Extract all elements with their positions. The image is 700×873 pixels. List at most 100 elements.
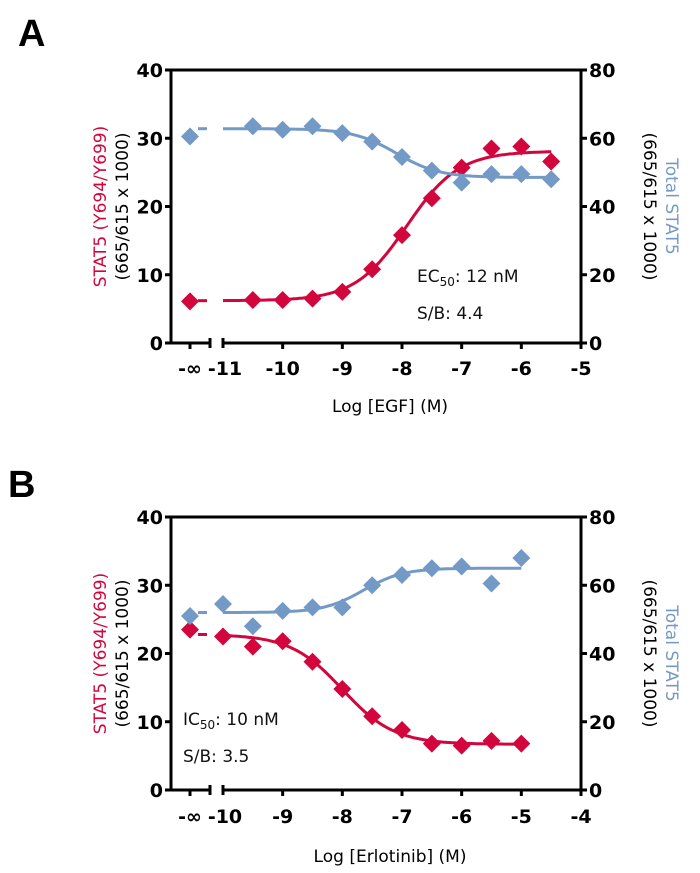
annotation-potency-prefix: EC	[417, 267, 440, 287]
data-point	[422, 734, 441, 753]
x-tick-label: -5	[570, 358, 591, 380]
series-total-stat5	[181, 117, 561, 192]
axes: 0 10 20 30 40 0 20 40 60 80 -∞ -11 -10 -9 -8 -7 -6 -5	[137, 60, 616, 380]
x-tick-label-zero: -∞	[178, 806, 202, 828]
annotation-potency: EC50: 12 nM	[417, 267, 519, 289]
annotation-potency-subscript: 50	[440, 275, 455, 289]
y-axis-title-right-name: Total STAT5	[661, 604, 681, 701]
y-axis-title-left: STAT5 (Y694/Y699)	[91, 126, 111, 287]
data-point	[363, 132, 382, 151]
y-tick-label-right: 80	[589, 507, 615, 529]
y-tick-label-right: 0	[589, 780, 602, 802]
y-tick-label-right: 40	[589, 197, 615, 219]
data-point	[243, 117, 262, 136]
y-tick-label-left: 20	[137, 644, 163, 666]
data-point	[243, 637, 262, 656]
data-point	[303, 117, 322, 136]
x-axis-title: Log [Erlotinib] (M)	[314, 847, 467, 867]
y-tick-label-right: 60	[589, 575, 615, 597]
y-axis-title-left-units: (665/615 x 1000)	[113, 579, 133, 727]
data-point-zero-dose	[181, 620, 199, 639]
data-point	[243, 617, 262, 636]
y-tick-label-left: 40	[137, 507, 163, 529]
x-tick-label: -6	[511, 358, 532, 380]
data-point	[482, 731, 501, 750]
data-point-zero-dose	[181, 292, 199, 311]
data-point	[273, 291, 292, 310]
x-axis-title: Log [EGF] (M)	[332, 397, 448, 417]
y-tick-label-left: 20	[137, 197, 163, 219]
y-axis-title-right-units: (665/615 x 1000)	[639, 132, 659, 280]
data-point	[542, 152, 561, 171]
data-point	[303, 598, 322, 617]
data-point	[512, 734, 531, 753]
data-point	[482, 574, 501, 593]
y-axis-title-left-name: STAT5	[91, 677, 111, 734]
data-point	[333, 598, 352, 617]
data-point	[452, 736, 471, 755]
data-point	[542, 170, 561, 189]
data-point	[512, 165, 531, 184]
data-point	[393, 720, 411, 739]
fit-curve	[223, 127, 552, 179]
annotation-potency-value: : 12 nM	[455, 267, 519, 287]
x-tick-label: -10	[266, 358, 300, 380]
annotation-potency-prefix: IC	[183, 710, 200, 730]
x-tick-label: -10	[208, 806, 242, 828]
data-point	[452, 557, 471, 576]
panel-label-b: B	[8, 464, 35, 506]
y-axis-title-left: STAT5 (Y694/Y699)	[91, 573, 111, 734]
y-tick-label-left: 10	[137, 712, 163, 734]
data-point	[452, 158, 471, 177]
data-point	[363, 707, 382, 726]
y-tick-label-right: 80	[589, 60, 615, 82]
panel-a: A 0 10 20 30 40 0 20 40 60 80 -∞ -11 -10 -9 -8 -7 -6 -5 Lo…	[18, 13, 681, 417]
y-axis-title-left-site: (Y694/Y699)	[91, 573, 111, 678]
data-point	[363, 260, 382, 279]
data-point	[333, 282, 352, 301]
y-tick-label-right: 60	[589, 128, 615, 150]
data-point	[273, 601, 292, 620]
y-axis-title-right-units: (665/615 x 1000)	[639, 579, 659, 727]
annotation-signal-background: S/B: 4.4	[417, 304, 483, 324]
y-tick-label-left: 40	[137, 60, 163, 82]
data-point	[214, 595, 232, 614]
data-point	[393, 566, 411, 585]
x-tick-label: -7	[391, 806, 412, 828]
data-point	[482, 165, 501, 184]
series-total-stat5	[181, 548, 531, 636]
y-tick-label-left: 0	[150, 333, 163, 355]
y-tick-label-left: 0	[150, 780, 163, 802]
data-point	[422, 559, 441, 578]
y-axis-title-left-name: STAT5	[91, 230, 111, 287]
data-point	[393, 148, 411, 167]
y-axis-title-left-units: (665/615 x 1000)	[113, 132, 133, 280]
data-point	[422, 189, 441, 208]
data-point	[512, 548, 531, 567]
x-tick-label: -9	[332, 358, 353, 380]
data-point	[393, 226, 411, 245]
series-stat5-phospho	[181, 620, 531, 755]
annotation-signal-background: S/B: 3.5	[183, 747, 249, 767]
data-point	[273, 120, 292, 139]
y-axis-title-right-name: Total STAT5	[661, 157, 681, 254]
panel-label-a: A	[18, 13, 45, 55]
x-tick-label: -8	[332, 806, 353, 828]
y-tick-label-right: 20	[589, 712, 615, 734]
annotation-potency-value: : 10 nM	[215, 710, 279, 730]
data-point	[273, 632, 292, 651]
annotation-potency-subscript: 50	[200, 718, 215, 732]
x-tick-label: -5	[511, 806, 532, 828]
y-axis-title-left-site: (Y694/Y699)	[91, 126, 111, 231]
y-tick-label-right: 40	[589, 644, 615, 666]
data-point	[243, 291, 262, 310]
data-point	[422, 161, 441, 180]
data-point	[333, 124, 352, 143]
series-stat5-phospho	[181, 137, 561, 311]
x-tick-label: -7	[451, 358, 472, 380]
x-tick-label: -9	[272, 806, 293, 828]
x-tick-label-zero: -∞	[178, 358, 202, 380]
data-point	[214, 627, 232, 646]
x-tick-label: -6	[451, 806, 472, 828]
